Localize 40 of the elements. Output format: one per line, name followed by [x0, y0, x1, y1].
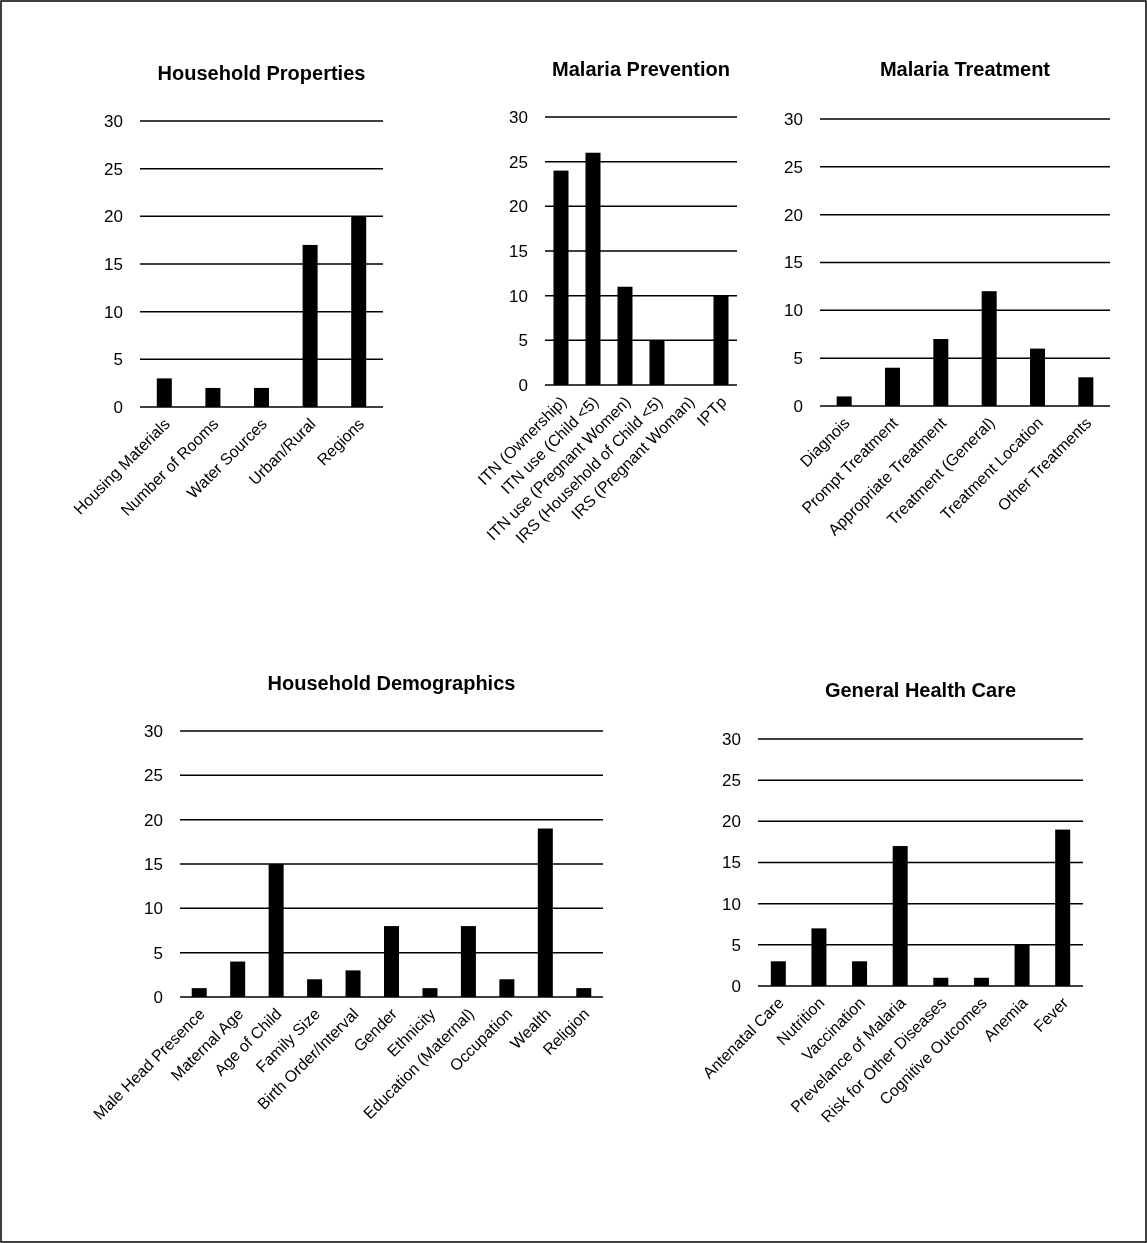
- y-tick-label: 10: [104, 302, 123, 322]
- y-tick-label: 5: [153, 943, 163, 963]
- y-tick-label: 30: [144, 721, 163, 741]
- y-tick-label: 25: [722, 771, 741, 791]
- y-tick-label: 5: [113, 350, 123, 370]
- y-tick-label: 0: [518, 375, 528, 395]
- y-tick-label: 15: [784, 253, 803, 273]
- y-tick-label: 0: [153, 987, 163, 1007]
- y-tick-label: 30: [722, 729, 741, 749]
- y-tick-label: 30: [104, 111, 123, 131]
- y-tick-label: 15: [722, 853, 741, 873]
- y-tick-label: 15: [144, 854, 163, 874]
- y-tick-label: 20: [509, 197, 528, 217]
- y-tick-label: 20: [722, 812, 741, 832]
- y-tick-label: 5: [518, 331, 528, 351]
- y-tick-label: 0: [793, 396, 803, 416]
- chart-title: Malaria Prevention: [552, 58, 730, 80]
- y-tick-label: 15: [104, 254, 123, 274]
- y-tick-label: 10: [722, 894, 741, 914]
- chart-title: General Health Care: [824, 679, 1017, 701]
- y-tick-label: 10: [784, 301, 803, 321]
- y-tick-label: 25: [104, 159, 123, 179]
- y-tick-label: 20: [144, 810, 163, 830]
- chart-title: Household Demographics: [267, 672, 516, 694]
- y-tick-label: 0: [113, 397, 123, 417]
- y-tick-label: 5: [731, 935, 741, 955]
- y-tick-label: 30: [784, 109, 803, 129]
- y-tick-label: 25: [784, 157, 803, 177]
- y-tick-label: 25: [509, 152, 528, 172]
- y-tick-label: 30: [509, 107, 528, 127]
- y-tick-label: 10: [509, 286, 528, 306]
- chart-title: Malaria Treatment: [879, 58, 1051, 80]
- y-tick-label: 5: [793, 349, 803, 369]
- y-tick-label: 20: [784, 205, 803, 225]
- y-tick-label: 10: [144, 899, 163, 919]
- y-tick-label: 20: [104, 207, 123, 227]
- y-tick-label: 25: [144, 766, 163, 786]
- y-tick-label: 0: [731, 976, 741, 996]
- y-tick-label: 15: [509, 241, 528, 261]
- chart-title: Household Properties: [157, 62, 366, 84]
